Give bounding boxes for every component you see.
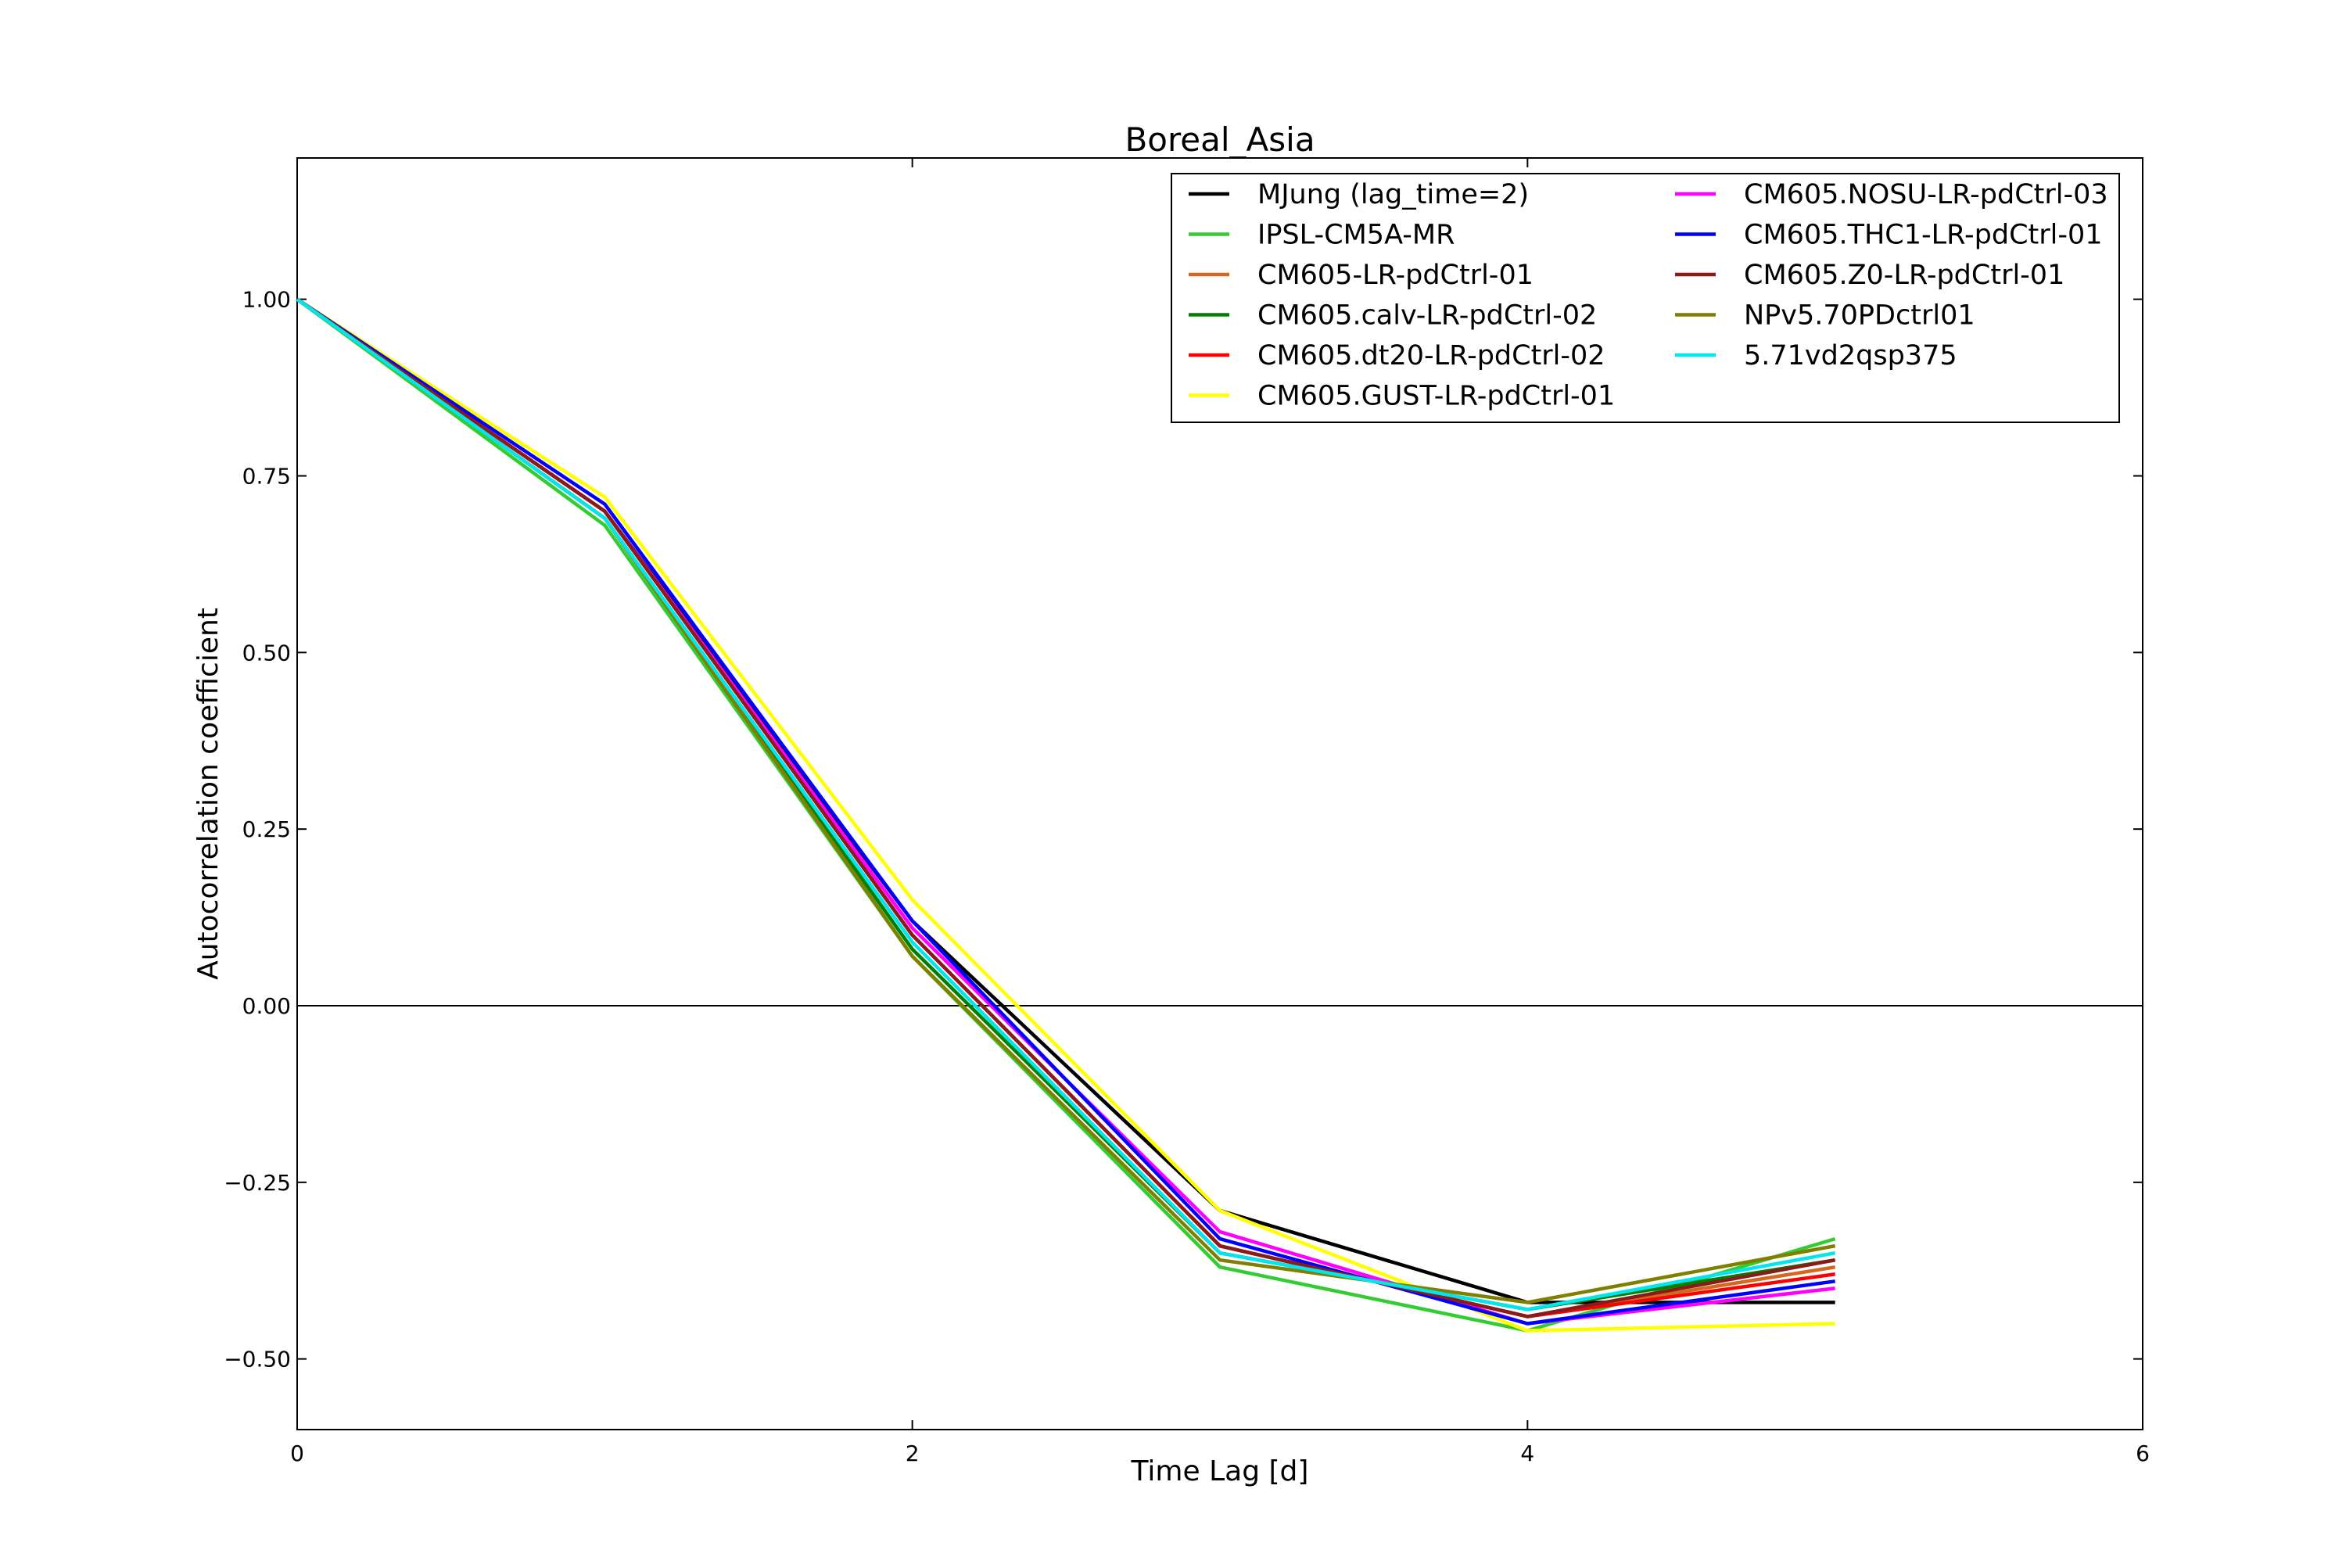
legend-label: NPv5.70PDctrl01 (1744, 300, 1975, 332)
y-tick-label: −0.50 (224, 1347, 291, 1372)
series-line (296, 297, 1836, 1304)
legend-label: 5.71vd2qsp375 (1744, 340, 1957, 371)
series-line (296, 297, 1836, 1311)
legend-label: CM605.calv-LR-pdCtrl-02 (1257, 300, 1597, 332)
legend-label: CM605.GUST-LR-pdCtrl-01 (1257, 381, 1615, 412)
x-tick-label: 6 (2136, 1441, 2150, 1466)
series-line (296, 297, 1836, 1319)
x-tick-label: 0 (290, 1441, 304, 1466)
legend-label: MJung (lag_time=2) (1257, 179, 1529, 210)
y-tick-label: −0.25 (224, 1170, 291, 1196)
series-line (296, 297, 1836, 1311)
legend-label: CM605-LR-pdCtrl-01 (1257, 260, 1534, 291)
series-line (296, 297, 1835, 1333)
y-tick-label: 0.75 (242, 464, 291, 490)
x-tick-label: 2 (906, 1441, 920, 1466)
y-tick-label: 1.00 (242, 287, 291, 313)
y-tick-label: 0.25 (242, 816, 291, 842)
plot-area: 0 2 4 6 1.00 0.75 0.50 0.25 0.00 −0.25 −0.50 (224, 157, 2150, 1466)
legend-frame (1171, 173, 2120, 423)
legend: MJung (lag_time=2) IPSL-CM5A-MR CM605-LR-p… (1171, 173, 2120, 423)
legend-label: CM605.NOSU-LR-pdCtrl-03 (1744, 179, 2108, 210)
legend-label: CM605.dt20-LR-pdCtrl-02 (1257, 340, 1605, 371)
x-axis-label: Time Lag [d] (1131, 1455, 1309, 1487)
x-tick-label: 4 (1520, 1441, 1534, 1466)
legend-label: CM605.Z0-LR-pdCtrl-01 (1744, 260, 2064, 291)
chart-title: Boreal_Asia (1125, 120, 1315, 159)
legend-label: CM605.THC1-LR-pdCtrl-01 (1744, 220, 2103, 251)
series-line (296, 297, 1835, 1304)
series-line (296, 297, 1835, 1326)
y-tick-label: 0.00 (242, 993, 291, 1019)
y-axis-label: Autocorrelation coefficient (192, 608, 224, 980)
y-tick-label: 0.50 (242, 640, 291, 666)
legend-label: IPSL-CM5A-MR (1257, 220, 1455, 251)
plot-frame (296, 157, 2143, 1430)
